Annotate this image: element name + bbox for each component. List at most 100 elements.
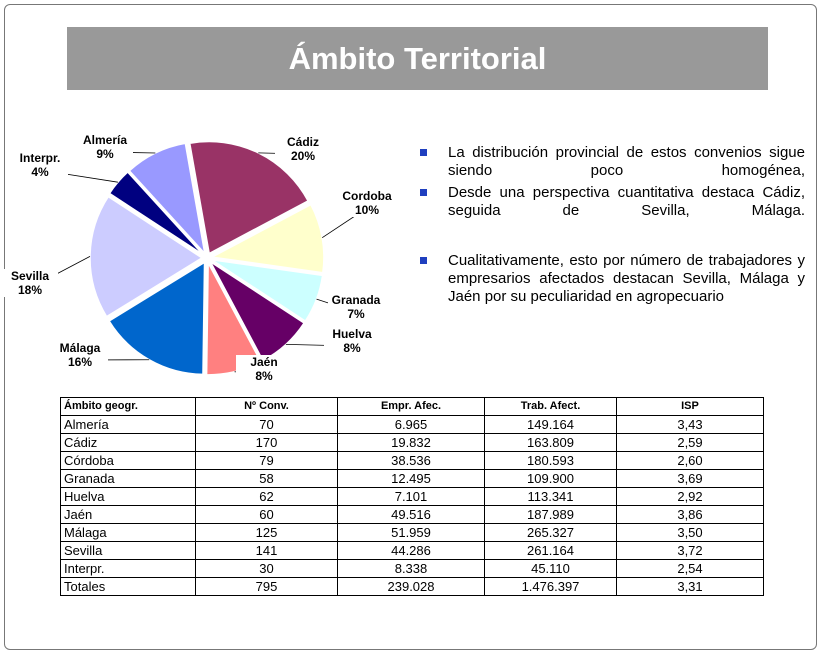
table-row: Almería 70 6.965 149.164 3,43 [60,415,764,434]
table-cell: Sevilla [60,541,196,560]
table-cell: Córdoba [60,451,196,470]
table-cell: 2,54 [616,559,764,578]
table-row: Cádiz 170 19.832 163.809 2,59 [60,433,764,452]
table-cell: 3,72 [616,541,764,560]
title: Ámbito Territorial [288,40,547,76]
table-cell: 187.989 [484,505,617,524]
table-cell: 3,86 [616,505,764,524]
table-cell: 62 [195,487,338,506]
column-header: ISP [616,397,764,416]
bullet-icon [420,257,427,264]
slice-label: Sevilla [11,269,49,283]
data-table: Ámbito geogr. Nº Conv. Empr. Afec. Trab. Af… [60,397,764,596]
bullet-text: Desde una perspectiva cuantitativa desta… [448,184,805,219]
table-cell: 3,43 [616,415,764,434]
table-cell: 109.900 [484,469,617,488]
pie-slice [89,195,204,318]
slice-label: Málaga [60,341,101,355]
table-cell: 38.536 [337,451,485,470]
slice-value-label: 10% [355,203,379,217]
slice-label: Interpr. [20,151,61,165]
bullet-text: Cualitativamente, esto por número de tra… [448,252,805,305]
table-row: Totales 795 239.028 1.476.397 3,31 [60,577,764,596]
label-bg [324,327,380,355]
column-header: Nº Conv. [195,397,338,416]
pie-slice [108,260,206,376]
slice-label: Cordoba [342,189,392,203]
label-bg [77,133,133,161]
slice-value-label: 7% [347,307,365,321]
label-bg [328,293,384,321]
table-row: Jaén 60 49.516 187.989 3,86 [60,505,764,524]
pie-slice [211,259,324,323]
slice-label: Almería [83,133,127,147]
bullet: La distribución provincial de estos conv… [420,144,805,180]
pie-slice [209,203,325,274]
table-row: Córdoba 79 38.536 180.593 2,60 [60,451,764,470]
table-cell: 70 [195,415,338,434]
bullet: Cualitativamente, esto por número de tra… [420,252,805,306]
table-row: Huelva 62 7.101 113.341 2,92 [60,487,764,506]
bullet-icon [420,149,427,156]
table-cell: 261.164 [484,541,617,560]
table-cell: Málaga [60,523,196,542]
label-bg [275,135,331,163]
table-cell: 3,31 [616,577,764,596]
table-cell: 180.593 [484,451,617,470]
table-cell: 58 [195,469,338,488]
table-cell: 1.476.397 [484,577,617,596]
table-cell: 6.965 [337,415,485,434]
table-cell: 163.809 [484,433,617,452]
column-header: Ámbito geogr. [60,397,196,416]
table-cell: Cádiz [60,433,196,452]
slice-value-label: 16% [68,355,92,369]
pie-chart: Cádiz20%Cordoba10%Granada7%Huelva8%Jaén8… [2,133,395,383]
table-cell: 170 [195,433,338,452]
table-cell: 2,59 [616,433,764,452]
table-cell: 8.338 [337,559,485,578]
table-cell: 45.110 [484,559,617,578]
table-cell: Jaén [60,505,196,524]
table-cell: 60 [195,505,338,524]
bullet-text: La distribución provincial de estos conv… [448,144,805,179]
label-bg [2,269,58,297]
table-cell: 44.286 [337,541,485,560]
table-cell: 30 [195,559,338,578]
slice-label: Cádiz [287,135,319,149]
table-cell: Almería [60,415,196,434]
pie-slice [128,142,206,256]
table-cell: 795 [195,577,338,596]
slice-label: Granada [332,293,381,307]
column-header: Empr. Afec. [337,397,485,416]
label-bg [236,355,292,383]
slice-value-label: 8% [343,341,361,355]
table-cell: 125 [195,523,338,542]
table-cell: 3,50 [616,523,764,542]
slice-label: Jaén [250,355,277,369]
slice-value-label: 20% [291,149,315,163]
table-row: Granada 58 12.495 109.900 3,69 [60,469,764,488]
column-header: Trab. Afect. [484,397,617,416]
table-cell: 2,92 [616,487,764,506]
table-cell: 141 [195,541,338,560]
slice-value-label: 18% [18,283,42,297]
table-cell: Interpr. [60,559,196,578]
label-bg [339,189,395,217]
frame [4,4,817,650]
table-cell: 79 [195,451,338,470]
table-cell: Granada [60,469,196,488]
slice-value-label: 4% [31,165,49,179]
label-bg [52,341,108,369]
title-banner: Ámbito Territorial [67,27,768,90]
table-cell: 19.832 [337,433,485,452]
table-cell: 2,60 [616,451,764,470]
table-header: Ámbito geogr. Nº Conv. Empr. Afec. Trab. Af… [60,397,764,416]
table-cell: Totales [60,577,196,596]
label-bg [12,151,68,179]
table-cell: 49.516 [337,505,485,524]
table-row: Interpr. 30 8.338 45.110 2,54 [60,559,764,578]
table-row: Sevilla 141 44.286 261.164 3,72 [60,541,764,560]
table-row: Málaga 125 51.959 265.327 3,50 [60,523,764,542]
slice-value-label: 9% [96,147,114,161]
